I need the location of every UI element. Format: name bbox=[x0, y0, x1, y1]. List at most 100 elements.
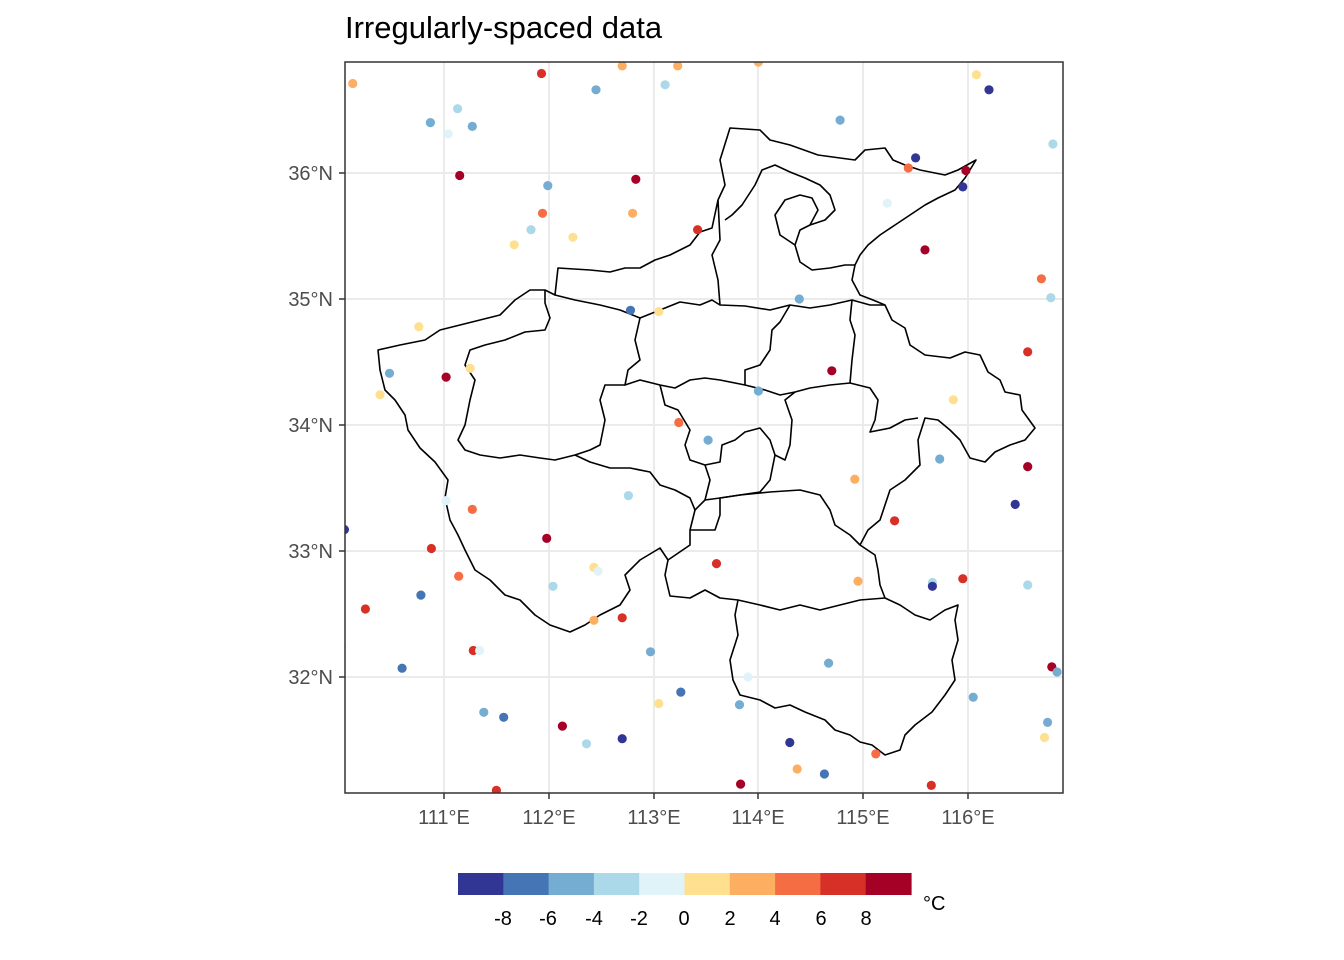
legend-unit: °C bbox=[923, 893, 945, 915]
station-point bbox=[1052, 667, 1062, 677]
station-point bbox=[623, 491, 634, 501]
station-point bbox=[676, 687, 686, 697]
station-point bbox=[948, 395, 958, 405]
map-title: Irregularly-spaced data bbox=[345, 10, 663, 45]
station-point bbox=[509, 240, 519, 250]
colorbar-swatch bbox=[865, 873, 912, 895]
station-point bbox=[537, 208, 548, 218]
station-point bbox=[835, 115, 845, 125]
station-point bbox=[971, 70, 982, 80]
station-point bbox=[958, 574, 968, 584]
city-boundary bbox=[774, 194, 819, 246]
station-point bbox=[454, 571, 464, 581]
station-point bbox=[927, 581, 938, 591]
station-point bbox=[1023, 347, 1033, 357]
station-point bbox=[660, 80, 670, 90]
station-point bbox=[479, 707, 489, 717]
legend-tick-label: 4 bbox=[769, 908, 780, 930]
station-points bbox=[335, 62, 1062, 793]
x-axis: 111°E 112°E 113°E 114°E 115°E 116°E bbox=[418, 793, 995, 829]
station-point bbox=[568, 232, 578, 242]
legend-tick-label: -4 bbox=[585, 908, 603, 930]
station-point bbox=[536, 68, 547, 79]
station-point bbox=[1023, 580, 1033, 590]
station-point bbox=[426, 543, 436, 554]
station-point bbox=[961, 165, 971, 176]
station-point bbox=[414, 322, 424, 332]
colorbar-swatch bbox=[503, 873, 550, 895]
station-point bbox=[591, 85, 601, 95]
station-point bbox=[360, 604, 370, 614]
station-point bbox=[703, 435, 713, 445]
station-point bbox=[475, 645, 485, 656]
station-point bbox=[548, 581, 558, 591]
city-boundary bbox=[457, 290, 625, 461]
station-point bbox=[736, 779, 746, 789]
x-tick-label: 116°E bbox=[941, 807, 994, 829]
y-tick-label: 36°N bbox=[288, 163, 333, 185]
colorbar-swatch bbox=[458, 873, 504, 895]
station-point bbox=[882, 198, 892, 208]
station-point bbox=[397, 663, 407, 673]
panel-border bbox=[344, 61, 1064, 794]
station-point bbox=[824, 658, 834, 668]
x-tick-label: 114°E bbox=[731, 807, 784, 829]
station-point bbox=[416, 590, 426, 600]
station-point bbox=[589, 615, 599, 625]
station-point bbox=[1039, 732, 1050, 743]
station-point bbox=[441, 372, 451, 382]
station-point bbox=[453, 104, 463, 114]
station-point bbox=[443, 129, 453, 139]
y-tick-label: 33°N bbox=[288, 541, 333, 563]
city-boundary bbox=[624, 304, 791, 389]
station-point bbox=[335, 659, 344, 668]
station-point bbox=[375, 390, 385, 400]
station-point bbox=[645, 647, 656, 657]
station-point bbox=[654, 698, 664, 709]
station-point bbox=[1046, 293, 1056, 303]
station-point bbox=[543, 181, 553, 191]
colorbar-legend: -8 -6 -4 -2 0 2 4 6 8 °C bbox=[458, 873, 945, 930]
colorbar bbox=[458, 873, 912, 895]
station-point bbox=[654, 307, 664, 317]
colorbar-swatch bbox=[729, 873, 776, 895]
station-point bbox=[853, 576, 863, 586]
station-point bbox=[911, 153, 921, 163]
x-tick-label: 111°E bbox=[418, 807, 470, 829]
station-point bbox=[711, 559, 722, 569]
colorbar-swatch bbox=[820, 873, 867, 895]
station-point bbox=[827, 366, 837, 376]
city-boundary bbox=[667, 509, 696, 561]
colorbar-swatch bbox=[684, 873, 731, 895]
station-point bbox=[794, 294, 804, 304]
city-boundary bbox=[849, 382, 919, 433]
station-point bbox=[819, 769, 830, 779]
station-point bbox=[890, 516, 900, 526]
station-point bbox=[499, 712, 509, 722]
station-point bbox=[631, 174, 641, 184]
station-point bbox=[850, 474, 860, 484]
city-boundary bbox=[711, 199, 721, 306]
station-point bbox=[348, 78, 358, 89]
legend-tick-label: 6 bbox=[815, 908, 826, 930]
y-tick-label: 35°N bbox=[288, 289, 333, 311]
province-boundaries bbox=[377, 127, 1036, 756]
station-point bbox=[792, 764, 802, 774]
station-point bbox=[674, 417, 684, 428]
station-point bbox=[871, 749, 881, 759]
station-point bbox=[920, 245, 930, 255]
station-point bbox=[542, 533, 552, 544]
station-point bbox=[384, 368, 395, 378]
station-point bbox=[1010, 499, 1020, 509]
station-point bbox=[984, 85, 994, 95]
province-outline bbox=[377, 127, 1036, 756]
x-tick-label: 112°E bbox=[522, 807, 575, 829]
x-tick-label: 115°E bbox=[836, 807, 889, 829]
city-boundary bbox=[690, 489, 861, 546]
station-point bbox=[1043, 717, 1053, 728]
station-point bbox=[617, 613, 627, 623]
station-point bbox=[441, 496, 451, 506]
station-point bbox=[468, 645, 478, 656]
station-point bbox=[734, 700, 745, 710]
city-boundary bbox=[737, 597, 886, 611]
